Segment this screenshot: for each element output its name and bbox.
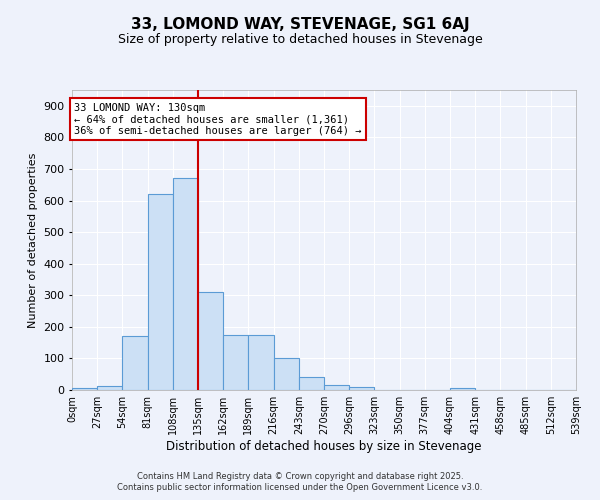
Bar: [173, 178, 198, 390]
Text: Contains HM Land Registry data © Crown copyright and database right 2025.: Contains HM Land Registry data © Crown c…: [137, 472, 463, 481]
Text: 33, LOMOND WAY, STEVENAGE, SG1 6AJ: 33, LOMOND WAY, STEVENAGE, SG1 6AJ: [131, 18, 469, 32]
Bar: [299, 378, 324, 390]
Bar: [148, 194, 173, 390]
Bar: [349, 387, 374, 390]
Bar: [72, 388, 97, 390]
Bar: [248, 334, 274, 390]
Bar: [324, 386, 349, 390]
Text: Size of property relative to detached houses in Stevenage: Size of property relative to detached ho…: [118, 32, 482, 46]
Text: 33 LOMOND WAY: 130sqm
← 64% of detached houses are smaller (1,361)
36% of semi-d: 33 LOMOND WAY: 130sqm ← 64% of detached …: [74, 102, 361, 136]
Bar: [223, 334, 248, 390]
Bar: [274, 358, 299, 390]
Bar: [450, 388, 475, 390]
Bar: [97, 386, 122, 390]
Bar: [198, 292, 223, 390]
Y-axis label: Number of detached properties: Number of detached properties: [28, 152, 38, 328]
Text: Contains public sector information licensed under the Open Government Licence v3: Contains public sector information licen…: [118, 484, 482, 492]
X-axis label: Distribution of detached houses by size in Stevenage: Distribution of detached houses by size …: [166, 440, 482, 453]
Bar: [122, 336, 148, 390]
